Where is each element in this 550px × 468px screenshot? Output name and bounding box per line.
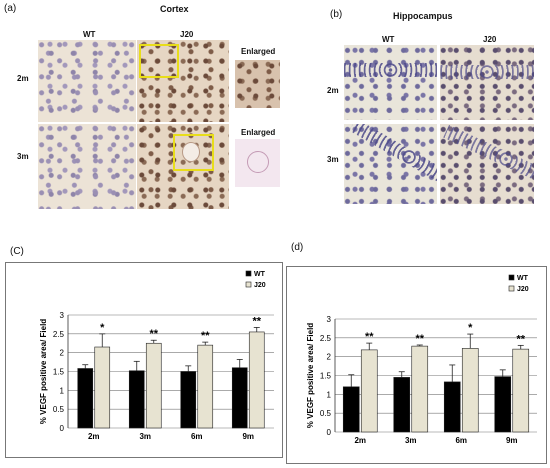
vessel [247,151,269,173]
bar-wt [180,371,197,429]
y-tick-label: 2.5 [53,330,65,339]
y-tick-label: 1.5 [320,372,332,381]
legend-label: WT [517,275,529,282]
panel-b-title: Hippocampus [393,11,453,21]
y-tick-label: 1 [327,390,332,399]
cortex-row-3m: 3m [17,152,29,161]
bar-wt [128,370,145,429]
vessel [182,142,200,162]
pyramidal-layer [344,63,437,77]
y-tick-label: 1 [60,386,65,395]
cortex-col-enlarged-1: Enlarged [241,47,276,56]
hippo-row-2m: 2m [327,86,339,95]
cortex-col-j20: J20 [180,30,194,39]
bar-j20 [411,345,429,433]
panel-c-label: (C) [10,246,24,257]
bar-wt [342,386,360,433]
pyramidal-layer [349,124,437,196]
significance-marker: * [468,322,473,334]
legend-swatch-wt [245,270,252,277]
legend-label: J20 [517,286,529,293]
hippo-col-j20: J20 [483,35,497,44]
bar-j20 [360,349,378,433]
significance-marker: ** [365,331,374,343]
bar-j20 [461,348,479,433]
bar-j20 [197,344,214,429]
x-tick-label: 6m [191,432,203,441]
y-tick-label: 1.5 [53,368,65,377]
legend-swatch-wt [508,274,515,281]
x-tick-label: 9m [506,436,518,445]
hippo-col-wt: WT [382,35,395,44]
y-axis-label: % VEGF positive area/ Field [306,323,315,428]
legend-swatch-j20 [245,281,252,288]
cortex-wt-2m-image [38,40,136,122]
hippo-j20-3m-image [440,124,534,204]
bar-wt [494,376,512,433]
x-tick-label: 2m [354,436,366,445]
x-tick-label: 3m [405,436,417,445]
cortex-row-2m: 2m [17,74,29,83]
y-tick-label: 0.5 [320,409,332,418]
cortex-j20-2m-image [137,40,229,122]
y-tick-label: 2.5 [320,334,332,343]
legend-swatch-j20 [508,285,515,292]
pyramidal-layer [440,65,534,79]
x-tick-label: 6m [455,436,467,445]
cortex-enlarged-2m-image [235,60,280,108]
bar-j20 [248,331,265,429]
pyramidal-layer [443,124,534,194]
bar-wt [231,367,248,429]
y-tick-label: 0.5 [53,405,65,414]
cortex-j20-3m-image [137,124,229,209]
cortex-col-wt: WT [83,30,96,39]
zoom-region-box [139,44,179,78]
bar-j20 [94,346,111,429]
hippo-row-3m: 3m [327,155,339,164]
legend-label: WT [254,271,266,278]
bar-j20 [145,342,162,429]
chart-d-frame: 0 0.5 1 1.5 2 2.5 3 % VEGF positive area/ Field… [286,266,547,464]
x-tick-label: 3m [139,432,151,441]
cortex-enlarged-3m-image [235,139,280,187]
bar-wt [443,381,461,433]
chart-c: 0 0.5 1 1.5 2 2.5 3 % VEGF positive area/ Field… [39,270,274,441]
significance-marker: ** [415,333,424,345]
y-tick-label: 0 [60,424,65,433]
hippo-j20-2m-image [440,45,534,120]
y-tick-label: 2 [327,353,332,362]
significance-marker: ** [516,333,525,345]
panel-b-label: (b) [330,9,343,20]
x-tick-label: 2m [88,432,100,441]
x-tick-label: 9m [242,432,254,441]
y-tick-label: 0 [327,428,332,437]
cortex-wt-3m-image [38,124,136,209]
bar-wt [77,368,94,429]
hippo-wt-3m-image [344,124,437,204]
significance-marker: * [100,322,105,334]
significance-marker: ** [201,330,210,342]
y-axis-label: % VEGF positive area/ Field [39,319,48,424]
cortex-col-enlarged-2: Enlarged [241,128,276,137]
significance-marker: ** [149,328,158,340]
y-tick-label: 3 [327,315,332,324]
legend-label: J20 [254,282,266,289]
bar-j20 [512,348,530,433]
chart-d: 0 0.5 1 1.5 2 2.5 3 % VEGF positive area/ Field… [306,274,537,445]
panel-a-title: Cortex [160,4,189,14]
bar-wt [393,377,411,433]
zoom-region-box [173,134,214,171]
y-tick-label: 3 [60,311,65,320]
hippo-wt-2m-image [344,45,437,120]
chart-c-frame: 0 0.5 1 1.5 2 2.5 3 % VEGF positive area/ Field… [5,262,283,458]
panel-a-label: (a) [4,3,17,14]
significance-marker: ** [252,315,261,327]
panel-d-label: (d) [291,242,304,253]
y-tick-label: 2 [60,349,65,358]
